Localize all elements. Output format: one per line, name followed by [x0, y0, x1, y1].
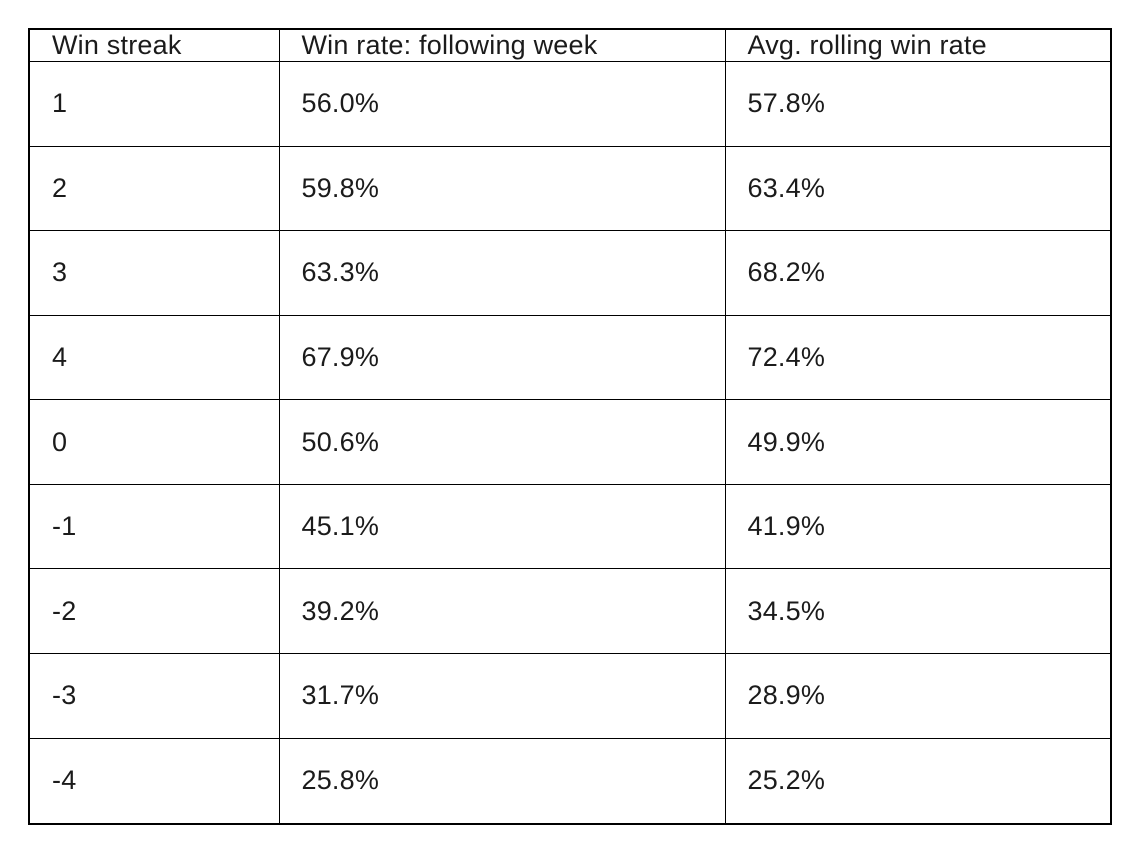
table-cell: -3	[28, 652, 280, 739]
table-cell: 63.4%	[724, 145, 1112, 232]
header-cell-rolling: Avg. rolling win rate	[724, 28, 1112, 62]
table-cell: 41.9%	[724, 483, 1112, 570]
table-body: 1 56.0% 57.8% 2 59.8% 63.4% 3 63.3% 68.2% 4 67.9% 7…	[28, 61, 1112, 825]
table-row: 1 56.0% 57.8%	[28, 61, 1112, 147]
win-streak-table-container: Win streak Win rate: following week Avg.…	[28, 28, 1112, 825]
table-row: 2 59.8% 63.4%	[28, 145, 1112, 232]
header-row: Win streak Win rate: following week Avg.…	[28, 28, 1112, 62]
table-cell: 1	[28, 61, 280, 147]
table-cell: -1	[28, 483, 280, 570]
table-row: -3 31.7% 28.9%	[28, 652, 1112, 739]
header-cell-win-streak: Win streak	[28, 28, 280, 62]
table-row: 3 63.3% 68.2%	[28, 230, 1112, 316]
table-cell: 34.5%	[724, 568, 1112, 654]
table-row: -2 39.2% 34.5%	[28, 568, 1112, 654]
table-cell: -2	[28, 568, 280, 654]
table-row: -4 25.8% 25.2%	[28, 737, 1112, 825]
table-cell: 39.2%	[278, 568, 726, 654]
table-row: 4 67.9% 72.4%	[28, 314, 1112, 401]
table-cell: 68.2%	[724, 230, 1112, 316]
table-cell: 31.7%	[278, 652, 726, 739]
table-header: Win streak Win rate: following week Avg.…	[28, 28, 1112, 62]
header-cell-win-rate: Win rate: following week	[278, 28, 726, 62]
table-row: 0 50.6% 49.9%	[28, 399, 1112, 485]
table-cell: 28.9%	[724, 652, 1112, 739]
table-cell: 4	[28, 314, 280, 401]
table-cell: 57.8%	[724, 61, 1112, 147]
table-cell: 0	[28, 399, 280, 485]
table-cell: 49.9%	[724, 399, 1112, 485]
table-cell: 25.2%	[724, 737, 1112, 825]
table-cell: 59.8%	[278, 145, 726, 232]
table-cell: -4	[28, 737, 280, 825]
table-cell: 63.3%	[278, 230, 726, 316]
table-cell: 45.1%	[278, 483, 726, 570]
table-cell: 67.9%	[278, 314, 726, 401]
table-cell: 50.6%	[278, 399, 726, 485]
table-cell: 2	[28, 145, 280, 232]
table-cell: 72.4%	[724, 314, 1112, 401]
table-row: -1 45.1% 41.9%	[28, 483, 1112, 570]
win-streak-table: Win streak Win rate: following week Avg.…	[28, 28, 1112, 825]
table-cell: 25.8%	[278, 737, 726, 825]
table-cell: 3	[28, 230, 280, 316]
table-cell: 56.0%	[278, 61, 726, 147]
